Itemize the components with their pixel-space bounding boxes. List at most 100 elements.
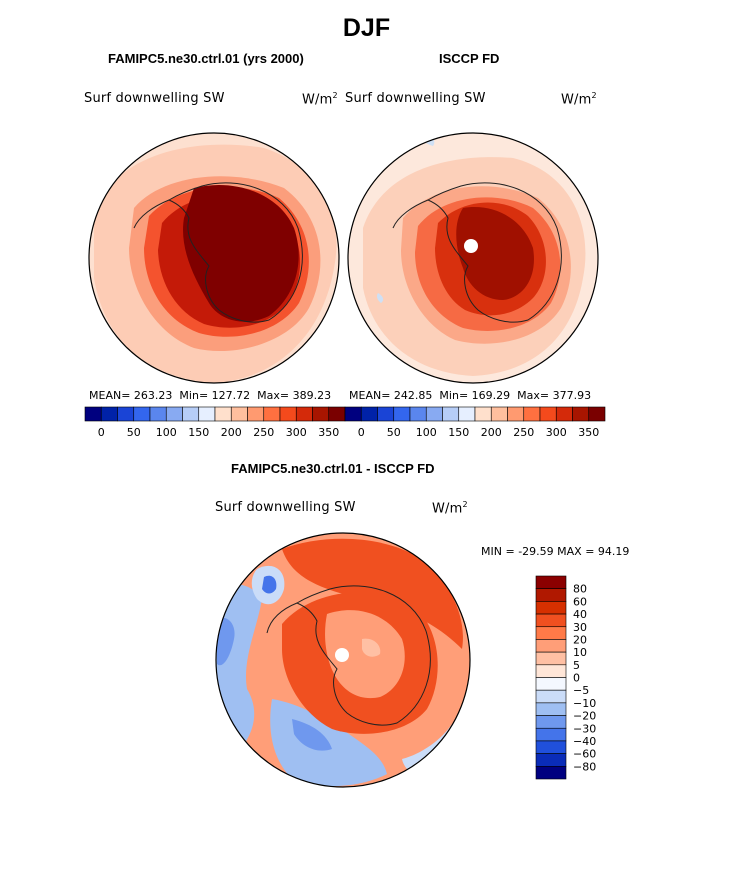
panel2-min-value: 169.29	[471, 389, 511, 402]
panel1-colorbar-swatch	[165, 406, 183, 422]
panel1-max-label: Max=	[257, 389, 290, 402]
panel3-units: W/m	[432, 501, 463, 517]
panel3-colorbar-swatch	[535, 766, 567, 780]
panel3-negative-core-west	[217, 617, 235, 666]
panel1-colorbar-swatch	[117, 406, 135, 422]
panel3-negative-core-north	[262, 575, 277, 594]
panel2-colorbar-tick-label: 50	[387, 426, 401, 439]
panel1-max-value: 389.23	[292, 389, 332, 402]
panel1-colorbar-tick-label: 0	[98, 426, 105, 439]
panel2-colorbar-swatch	[474, 406, 492, 422]
panel2-peninsula-coast	[392, 199, 429, 229]
panel1-colorbar-tick-label: 100	[156, 426, 177, 439]
panel3-colorbar-tick-label: 80	[573, 583, 587, 596]
panel1-antarctic-interior	[183, 184, 299, 322]
panel2-colorbar-tick-label: 150	[448, 426, 469, 439]
panel1-colorbar-swatch	[100, 406, 118, 422]
panel3-colorbar-swatch	[535, 601, 567, 615]
panel3-variable-label: Surf downwelling SW	[215, 500, 356, 515]
panel1-mean-value: 263.23	[133, 389, 173, 402]
panel2-units: W/m	[561, 92, 592, 108]
panel3-map-border	[215, 532, 471, 788]
panel2-low-value-patch-2	[377, 293, 384, 303]
panel2-colorbar: 0 50 100 150 200 250 300 350	[344, 406, 606, 439]
panel3-colorbar-swatch	[535, 740, 567, 754]
panel3-colorbar-swatch	[535, 702, 567, 716]
panel1-mean-label: MEAN=	[89, 389, 131, 402]
panel3-stats: MIN = -29.59 MAX = 94.19	[481, 545, 629, 558]
panel1-colorbar-swatch	[263, 406, 281, 422]
panel2-map	[347, 132, 599, 384]
panel1-units-label: W/m2	[302, 91, 338, 107]
page-title: DJF	[342, 14, 391, 42]
panel1-colorbar-swatch	[149, 406, 167, 422]
panel3-max-label: MAX =	[557, 545, 595, 558]
panel2-colorbar-swatch	[344, 406, 362, 422]
panel1-min-label: Min=	[179, 389, 209, 402]
panel3-interior-light-patch	[362, 638, 381, 657]
panel3-colorbar-swatch	[535, 664, 567, 678]
panel3-colorbar-swatch	[535, 651, 567, 666]
panel2-colorbar-swatch	[458, 406, 476, 422]
panel3-min-value: -29.59	[518, 545, 554, 558]
panel2-colorbar-tick-label: 350	[578, 426, 599, 439]
panel1-colorbar-swatch	[230, 406, 248, 422]
panel2-antarctic-interior	[456, 207, 534, 300]
panel1-min-value: 127.72	[211, 389, 251, 402]
panel1-units: W/m	[302, 92, 333, 108]
panel1-colorbar: 0 50 100 150 200 250 300 350	[84, 406, 346, 439]
panel2-colorbar-swatch	[572, 406, 590, 422]
panel2-max-label: Max=	[517, 389, 550, 402]
panel2-colorbar-swatch	[523, 406, 541, 422]
panel3-pole-mask	[335, 648, 349, 662]
panel2-colorbar-swatch	[490, 406, 508, 422]
panel2-mean-value: 242.85	[393, 389, 433, 402]
panel3-colorbar-tick-label: 5	[573, 659, 580, 672]
panel3-colorbar-tick-label: −30	[573, 722, 596, 735]
panel3-colorbar-tick-label: −20	[573, 710, 596, 723]
panel1-colorbar-swatch	[247, 406, 265, 422]
panel3-colorbar-swatch	[535, 727, 567, 742]
panel3-title: FAMIPC5.ne30.ctrl.01 - ISCCP FD	[231, 461, 435, 476]
panel1-colorbar-swatch	[182, 406, 200, 422]
panel3-colorbar-tick-label: 30	[573, 621, 587, 634]
panel2-map-border	[347, 132, 599, 384]
panel2-units-exponent: 2	[591, 91, 597, 100]
panel3-colorbar-swatch	[535, 677, 567, 691]
panel2-colorbar-tick-label: 0	[358, 426, 365, 439]
panel1-colorbar-tick-label: 200	[221, 426, 242, 439]
panel1-variable-label: Surf downwelling SW	[84, 91, 225, 106]
panel2-colorbar-swatch	[393, 406, 411, 422]
panel1-colorbar-tick-label: 50	[127, 426, 141, 439]
panel1-coastline	[167, 182, 303, 323]
panel3-colorbar-swatch	[535, 639, 567, 653]
panel2-pole-mask	[464, 239, 478, 253]
panel1-colorbar-swatch	[198, 406, 216, 422]
panel3-colorbar-swatch	[535, 588, 567, 602]
panel2-colorbar-tick-label: 100	[416, 426, 437, 439]
panel2-colorbar-swatch	[539, 406, 557, 422]
panel3-colorbar-tick-label: 40	[573, 608, 587, 621]
panel2-min-label: Min=	[439, 389, 469, 402]
panel2-colorbar-swatch	[555, 406, 573, 422]
panel2-colorbar-swatch	[425, 406, 443, 422]
panel1-colorbar-swatch	[84, 406, 102, 422]
panel1-units-exponent: 2	[332, 91, 338, 100]
panel1-colorbar-swatch	[279, 406, 297, 422]
panel3-max-value: 94.19	[597, 545, 630, 558]
panel1-map	[88, 132, 340, 384]
panel3-map	[215, 532, 471, 788]
panel2-coastline	[426, 182, 562, 323]
panel1-colorbar-tick-label: 300	[286, 426, 307, 439]
panel1-stats: MEAN= 263.23 Min= 127.72 Max= 389.23	[89, 389, 331, 402]
panel1-low-value-patch	[89, 198, 92, 208]
panel2-colorbar-tick-label: 300	[546, 426, 567, 439]
panel1-colorbar-tick-label: 150	[188, 426, 209, 439]
panel3-colorbar-swatch	[535, 753, 567, 767]
panel3-coastline	[295, 585, 431, 726]
panel2-colorbar-swatch	[377, 406, 395, 422]
panel1-colorbar-swatch	[133, 406, 151, 422]
panel1-peninsula-coast	[133, 199, 170, 229]
panel2-colorbar-tick-label: 250	[513, 426, 534, 439]
panel1-colorbar-swatch	[328, 406, 346, 422]
